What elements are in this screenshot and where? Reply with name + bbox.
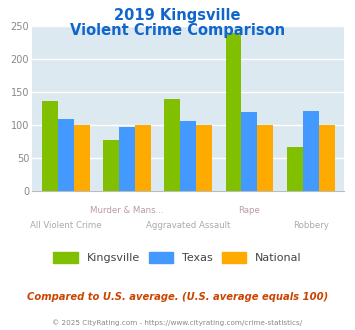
Bar [241,112,257,191]
Bar [225,33,241,191]
Text: All Violent Crime: All Violent Crime [30,221,102,230]
Legend: Kingsville, Texas, National: Kingsville, Texas, National [50,249,305,267]
Text: Compared to U.S. average. (U.S. average equals 100): Compared to U.S. average. (U.S. average … [27,292,328,302]
Bar [319,125,334,191]
Bar [287,147,303,191]
Bar [135,125,151,191]
Text: 2019 Kingsville: 2019 Kingsville [114,8,241,23]
Bar [119,127,135,191]
Bar [196,125,212,191]
Bar [73,125,89,191]
Bar [180,121,196,191]
Text: Rape: Rape [239,206,260,215]
Text: Violent Crime Comparison: Violent Crime Comparison [70,23,285,38]
Bar [303,111,319,191]
Bar [257,125,273,191]
Bar [103,140,119,191]
Bar [164,99,180,191]
Text: © 2025 CityRating.com - https://www.cityrating.com/crime-statistics/: © 2025 CityRating.com - https://www.city… [53,319,302,326]
Text: Robbery: Robbery [293,221,329,230]
Bar [58,119,73,191]
Text: Aggravated Assault: Aggravated Assault [146,221,230,230]
Bar [42,101,58,191]
Text: Murder & Mans...: Murder & Mans... [90,206,164,215]
